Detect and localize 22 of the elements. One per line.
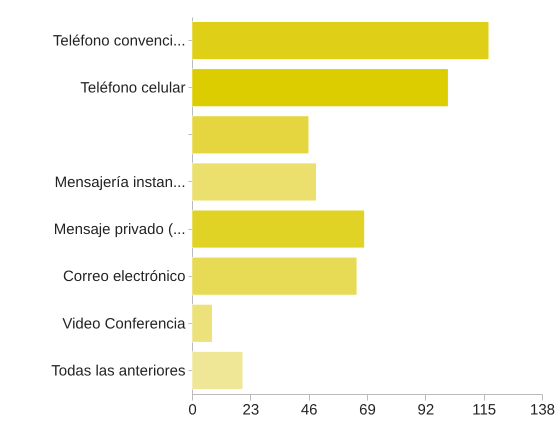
bar [192,210,365,248]
x-tick-label: 23 [242,402,260,418]
bar [192,68,448,107]
bar [192,304,213,342]
x-tick-label: 69 [359,402,376,418]
x-tick-label: 92 [417,402,434,418]
x-tick-label: 115 [472,402,496,418]
bar [192,351,243,390]
x-tick-label: 138 [530,402,556,418]
y-tick-label: Mensajería instan... [54,174,186,191]
x-tick-label: 0 [188,402,197,418]
y-tick-label: Correo electrónico [62,268,186,286]
y-tick-label: Teléfono convenci... [52,32,186,50]
y-tick-label: Teléfono celular [80,80,186,97]
bar [192,21,489,60]
y-tick-label: Todas las anteriores [51,362,186,380]
bar [192,162,317,202]
y-tick-label: Mensaje privado (... [54,221,186,238]
bar [192,116,309,154]
bar [192,257,358,296]
y-tick-label: Video Conferencia [62,315,186,332]
x-tick-label: 46 [300,402,318,418]
